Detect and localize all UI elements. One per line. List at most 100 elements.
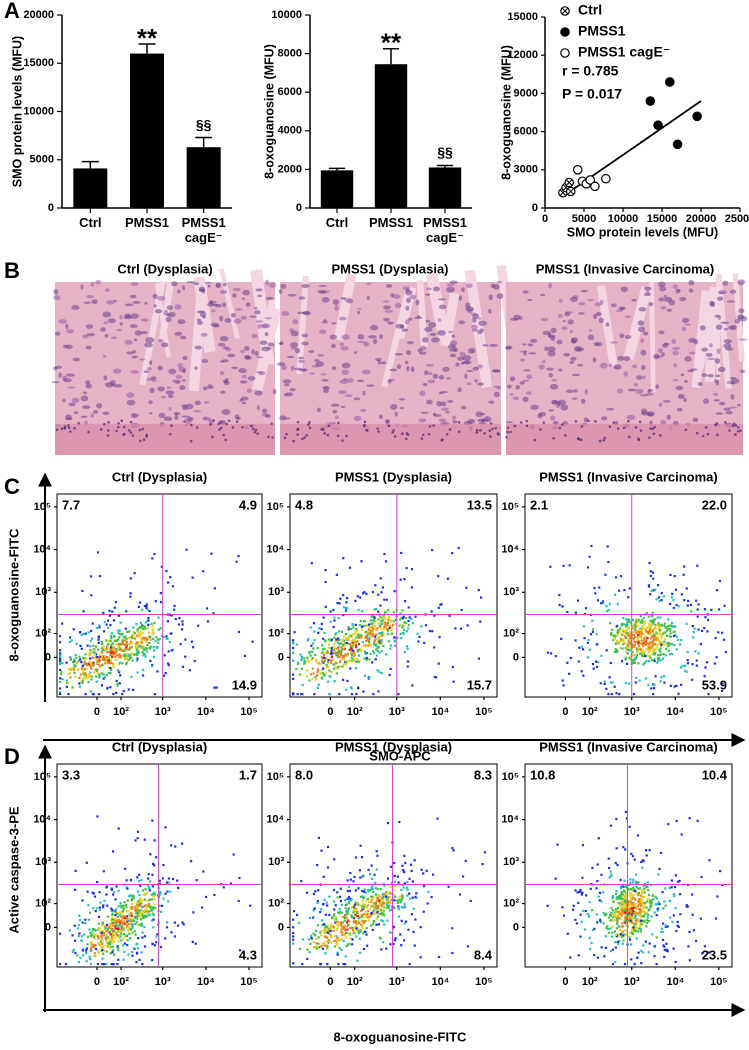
panel-label: C: [4, 474, 20, 499]
density-dot: [153, 898, 155, 900]
nucleus: [722, 281, 728, 286]
plot-title: PMSS1 (Invasive Carcinoma): [539, 469, 717, 484]
density-dot: [104, 648, 106, 650]
lymphocyte: [401, 432, 404, 435]
density-dot: [357, 887, 359, 889]
density-dot: [345, 633, 347, 635]
density-dot: [101, 643, 103, 645]
density-dot: [115, 692, 117, 694]
density-dot: [397, 876, 399, 878]
density-dot: [310, 626, 312, 628]
nucleus: [388, 322, 393, 325]
density-dot: [447, 886, 449, 888]
nucleus: [290, 342, 298, 348]
density-dot: [140, 645, 142, 647]
density-dot: [581, 646, 583, 648]
density-dot: [350, 646, 352, 648]
point: [673, 140, 681, 148]
lymphocyte: [220, 427, 223, 430]
nucleus: [715, 358, 720, 364]
density-dot: [311, 678, 313, 680]
density-dot: [100, 930, 102, 932]
density-dot: [660, 680, 662, 682]
density-dot: [97, 551, 99, 553]
density-dot: [182, 666, 184, 668]
density-dot: [142, 669, 144, 671]
density-dot: [127, 953, 129, 955]
nucleus: [174, 412, 180, 415]
density-dot: [174, 922, 176, 924]
density-dot: [98, 676, 100, 678]
density-dot: [135, 912, 137, 914]
density-dot: [297, 693, 299, 695]
y-tick-label: 0: [513, 651, 519, 663]
density-dot: [376, 850, 378, 852]
density-dot: [99, 575, 101, 577]
density-dot: [648, 909, 650, 911]
density-dot: [292, 935, 294, 937]
nucleus: [367, 296, 370, 300]
density-dot: [417, 640, 419, 642]
density-dot: [134, 632, 136, 634]
density-dot: [336, 654, 338, 656]
density-dot: [179, 643, 181, 645]
density-dot: [679, 643, 681, 645]
density-dot: [640, 637, 642, 639]
density-dot: [93, 946, 95, 948]
density-dot: [364, 911, 366, 913]
density-dot: [386, 919, 388, 921]
density-dot: [77, 669, 79, 671]
significance-label: §§: [437, 144, 453, 160]
lymphocyte: [481, 419, 484, 422]
density-dot: [101, 932, 103, 934]
density-dot: [379, 937, 381, 939]
nucleus: [673, 284, 678, 289]
y-tick-label: 0: [45, 921, 51, 933]
density-dot: [394, 637, 396, 639]
y-tick-label: 0: [278, 921, 284, 933]
density-dot: [357, 635, 359, 637]
nucleus: [661, 306, 667, 310]
nucleus: [542, 360, 546, 363]
density-dot: [126, 653, 128, 655]
nucleus: [672, 351, 679, 356]
density-dot: [622, 629, 624, 631]
density-dot: [622, 623, 624, 625]
density-dot: [330, 661, 332, 663]
nucleus: [634, 383, 639, 387]
density-dot: [365, 631, 367, 633]
density-dot: [694, 650, 696, 652]
density-dot: [625, 632, 627, 634]
y-tick-label: 10³: [35, 856, 51, 868]
density-dot: [372, 910, 374, 912]
density-dot: [349, 934, 351, 936]
nucleus: [423, 383, 428, 386]
density-dot: [138, 915, 140, 917]
nucleus: [208, 285, 211, 288]
lymphocyte: [526, 425, 529, 428]
nucleus: [400, 325, 404, 329]
density-dot: [351, 938, 353, 940]
density-dot: [142, 645, 144, 647]
y-tick-label: 10000: [23, 105, 54, 117]
density-dot: [104, 621, 106, 623]
density-dot: [350, 635, 352, 637]
nucleus: [677, 289, 681, 293]
density-dot: [333, 858, 335, 860]
nucleus: [254, 390, 262, 395]
nucleus: [144, 343, 153, 348]
density-dot: [144, 945, 146, 947]
density-dot: [634, 628, 636, 630]
density-dot: [329, 693, 331, 695]
density-dot: [206, 607, 208, 609]
density-dot: [308, 679, 310, 681]
density-dot: [666, 635, 668, 637]
density-dot: [96, 881, 98, 883]
density-dot: [75, 657, 77, 659]
nucleus: [445, 411, 449, 413]
nucleus: [458, 320, 465, 324]
nucleus: [548, 283, 552, 289]
density-dot: [612, 963, 614, 965]
density-dot: [626, 643, 628, 645]
density-dot: [109, 649, 111, 651]
